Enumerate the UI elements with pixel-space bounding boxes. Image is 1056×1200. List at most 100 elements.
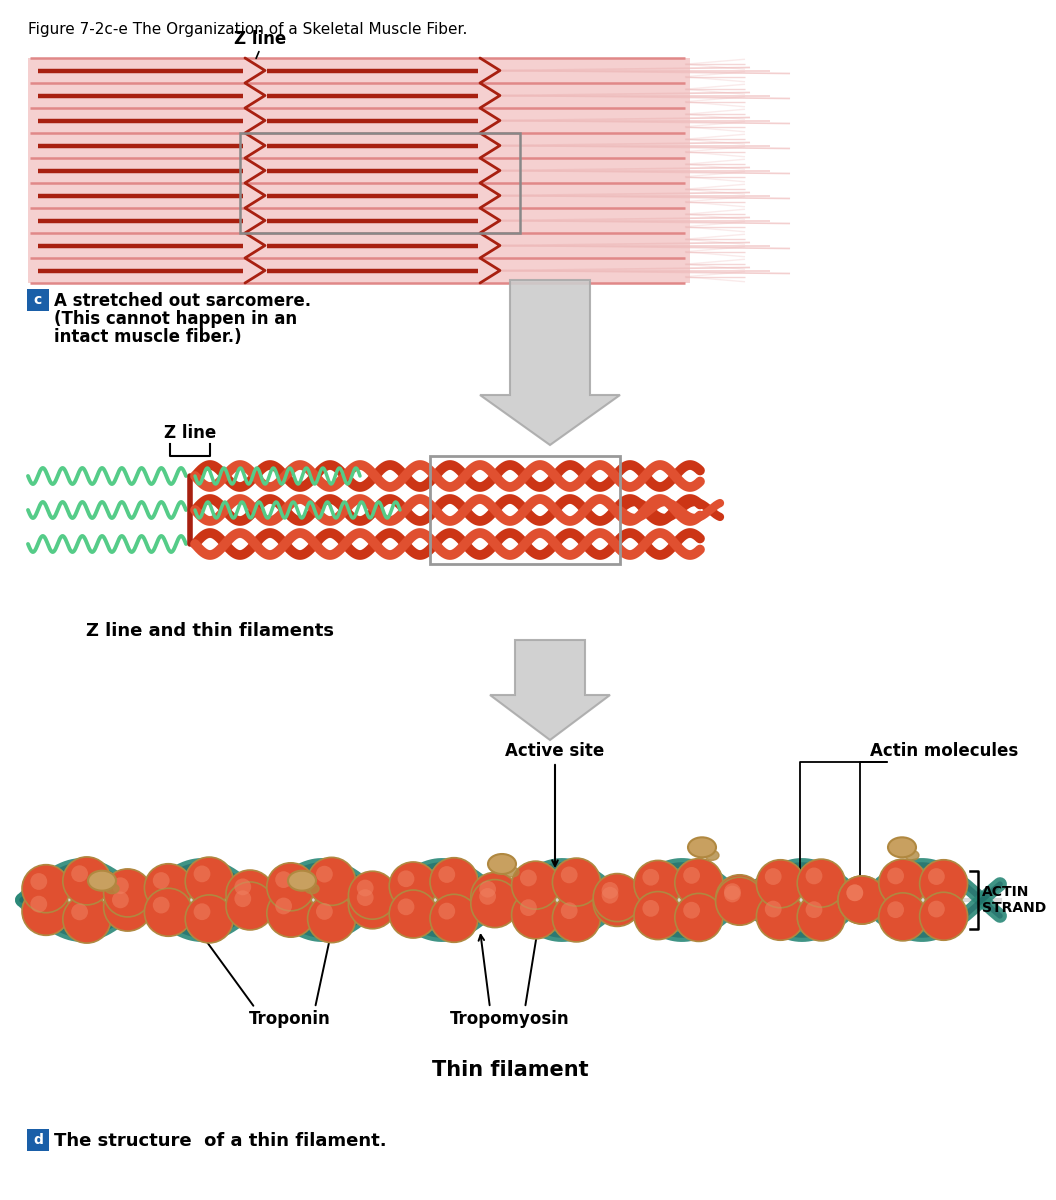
Circle shape — [326, 876, 346, 895]
Circle shape — [806, 868, 823, 884]
Circle shape — [31, 895, 48, 912]
Circle shape — [112, 877, 129, 894]
Circle shape — [898, 912, 918, 931]
Circle shape — [775, 912, 795, 931]
Circle shape — [571, 913, 590, 932]
Circle shape — [735, 896, 754, 916]
Circle shape — [71, 904, 88, 920]
Circle shape — [41, 884, 60, 904]
Polygon shape — [490, 640, 610, 740]
Circle shape — [593, 878, 641, 926]
Ellipse shape — [305, 883, 319, 894]
Circle shape — [561, 866, 578, 883]
Ellipse shape — [105, 883, 119, 894]
Circle shape — [22, 887, 70, 935]
Circle shape — [398, 870, 414, 887]
Circle shape — [103, 883, 152, 931]
Circle shape — [430, 894, 478, 942]
Circle shape — [185, 857, 233, 905]
Circle shape — [511, 890, 560, 938]
FancyBboxPatch shape — [27, 289, 49, 311]
Circle shape — [857, 895, 876, 914]
Circle shape — [694, 913, 713, 932]
Circle shape — [234, 890, 251, 907]
Circle shape — [634, 860, 682, 908]
Circle shape — [438, 866, 455, 883]
Circle shape — [939, 912, 958, 931]
Circle shape — [62, 857, 111, 905]
Circle shape — [612, 898, 631, 917]
Circle shape — [357, 880, 374, 896]
Circle shape — [62, 895, 111, 943]
Circle shape — [571, 877, 590, 896]
Circle shape — [286, 908, 305, 928]
Circle shape — [716, 875, 763, 923]
Circle shape — [82, 876, 101, 895]
Circle shape — [193, 865, 210, 882]
Circle shape — [683, 866, 700, 883]
Circle shape — [735, 894, 754, 913]
Circle shape — [765, 868, 781, 884]
Circle shape — [390, 862, 437, 910]
Circle shape — [675, 858, 722, 906]
Circle shape — [357, 889, 374, 906]
Circle shape — [22, 865, 70, 913]
Circle shape — [939, 878, 958, 898]
Circle shape — [185, 895, 233, 943]
Circle shape — [675, 894, 722, 942]
Circle shape — [756, 893, 805, 941]
Circle shape — [816, 878, 835, 898]
Text: The structure  of a thin filament.: The structure of a thin filament. — [54, 1132, 386, 1150]
Circle shape — [326, 914, 346, 934]
Circle shape — [520, 899, 536, 916]
Circle shape — [887, 901, 904, 918]
Circle shape — [797, 859, 845, 907]
Circle shape — [879, 859, 927, 907]
Circle shape — [164, 907, 183, 926]
Circle shape — [552, 858, 601, 906]
Circle shape — [928, 868, 945, 884]
Circle shape — [479, 888, 496, 905]
Circle shape — [31, 874, 48, 890]
Circle shape — [847, 884, 863, 901]
Text: Thin filament: Thin filament — [432, 1060, 588, 1080]
Circle shape — [367, 890, 386, 910]
Circle shape — [838, 876, 886, 924]
Circle shape — [642, 900, 659, 917]
Circle shape — [602, 882, 619, 899]
Text: Figure 7-2c-e The Organization of a Skeletal Muscle Fiber.: Figure 7-2c-e The Organization of a Skel… — [29, 22, 468, 37]
Circle shape — [145, 888, 192, 936]
Circle shape — [307, 895, 356, 943]
Circle shape — [316, 904, 333, 920]
Ellipse shape — [488, 854, 516, 874]
Circle shape — [112, 892, 129, 908]
Text: Z line: Z line — [233, 30, 286, 48]
FancyBboxPatch shape — [27, 1129, 49, 1151]
Circle shape — [879, 893, 927, 941]
Circle shape — [479, 881, 496, 898]
Circle shape — [920, 859, 967, 907]
Circle shape — [193, 904, 210, 920]
Circle shape — [724, 883, 741, 900]
Circle shape — [122, 902, 142, 922]
Circle shape — [928, 901, 945, 918]
Circle shape — [164, 883, 183, 902]
Ellipse shape — [88, 871, 116, 890]
Circle shape — [724, 886, 741, 902]
Circle shape — [887, 868, 904, 884]
Circle shape — [234, 878, 251, 895]
Circle shape — [561, 902, 578, 919]
Circle shape — [409, 881, 428, 900]
Text: intact muscle fiber.): intact muscle fiber.) — [54, 328, 242, 346]
Ellipse shape — [288, 871, 316, 890]
Circle shape — [390, 890, 437, 938]
Circle shape — [634, 892, 682, 940]
Ellipse shape — [888, 838, 916, 857]
Circle shape — [267, 889, 315, 937]
Circle shape — [797, 893, 845, 941]
Circle shape — [409, 910, 428, 929]
Circle shape — [654, 911, 673, 930]
Circle shape — [490, 892, 509, 911]
Circle shape — [367, 900, 386, 919]
FancyBboxPatch shape — [29, 58, 690, 283]
